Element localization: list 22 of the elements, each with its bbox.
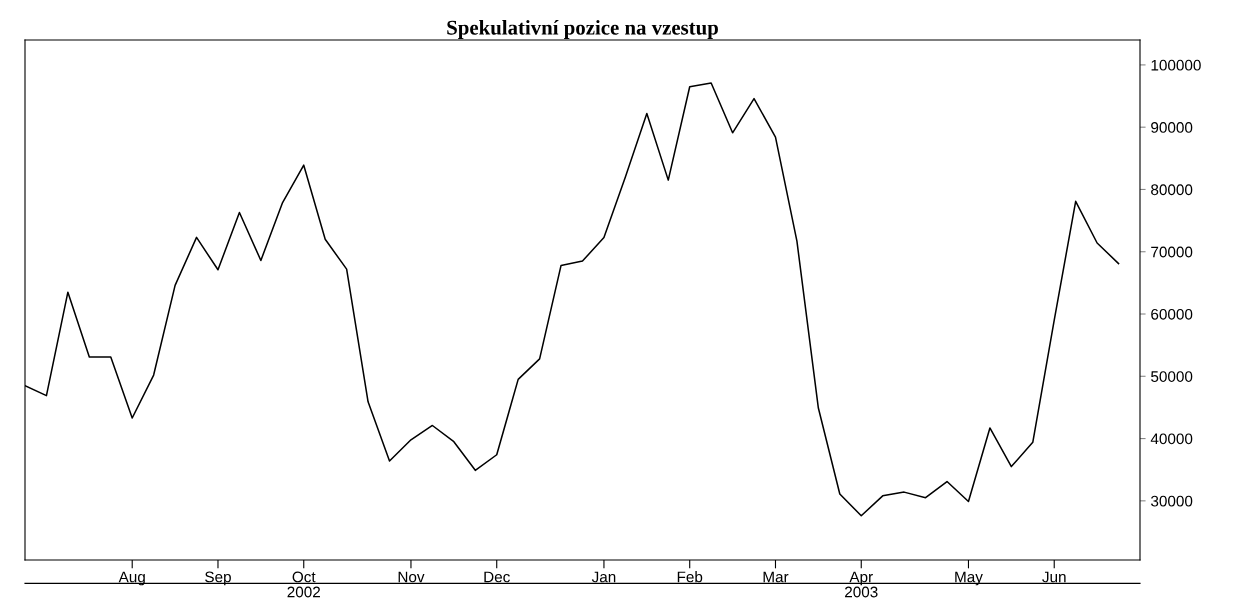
x2-tick-label: 2002: [287, 586, 320, 598]
x-tick-label: Jan: [591, 571, 616, 583]
chart-title: Spekulativní pozice na vzestup: [447, 19, 718, 39]
x-tick-label: Mar: [763, 571, 789, 583]
y-tick-label: 60000: [1151, 308, 1193, 320]
x-tick-label: Jun: [1042, 571, 1066, 583]
x-tick-label: Apr: [849, 571, 873, 586]
x-tick-label: Aug: [118, 571, 145, 586]
x2-tick-label: 2003: [845, 586, 878, 598]
x-tick-label: May: [955, 571, 983, 586]
x-tick-label: Nov: [398, 571, 425, 583]
x-tick-label: Oct: [292, 571, 316, 583]
x-tick-label: Sep: [205, 571, 231, 586]
y-tick-label: 70000: [1151, 246, 1193, 258]
x-tick-label: Feb: [677, 571, 703, 583]
y-tick-label: 80000: [1151, 184, 1193, 196]
y-tick-label: 90000: [1151, 122, 1193, 133]
x-tick-label: Dec: [484, 571, 510, 583]
y-tick-label: 50000: [1151, 371, 1193, 382]
y-tick-label: 40000: [1150, 433, 1193, 445]
y-tick-label: 100000: [1151, 59, 1201, 71]
y-tick-label: 30000: [1151, 495, 1193, 507]
